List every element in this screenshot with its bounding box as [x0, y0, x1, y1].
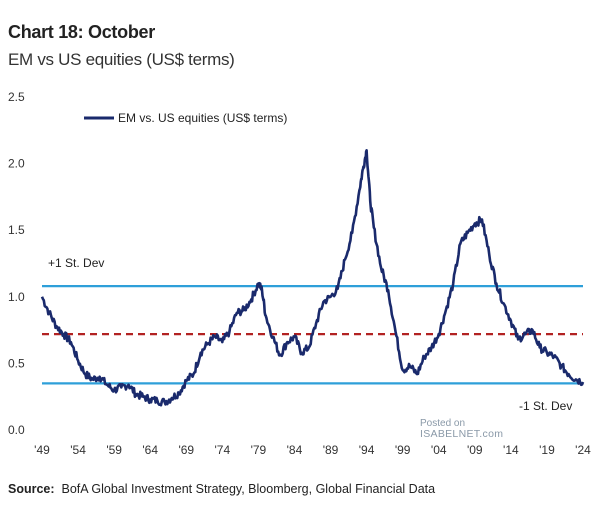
x-tick-label: '84 — [287, 443, 303, 457]
y-tick-label: 0.5 — [8, 356, 25, 370]
upper-band-label: +1 St. Dev — [48, 256, 104, 270]
legend-label: EM vs. US equities (US$ terms) — [118, 111, 287, 125]
y-tick-label: 1.5 — [8, 223, 25, 237]
chart-title: Chart 18: October — [8, 22, 155, 42]
watermark-line1: Posted on — [420, 418, 466, 429]
y-tick-label: 2.0 — [8, 157, 25, 171]
x-tick-label: '79 — [251, 443, 267, 457]
x-tick-label: '54 — [70, 443, 86, 457]
x-tick-label: '99 — [395, 443, 411, 457]
x-tick-label: '74 — [215, 443, 231, 457]
watermark: Posted on ISABELNET.com — [420, 418, 503, 440]
legend: EM vs. US equities (US$ terms) — [84, 111, 287, 125]
annotations: +1 St. Dev -1 St. Dev — [48, 256, 572, 413]
y-tick-label: 1.0 — [8, 290, 25, 304]
y-tick-label: 2.5 — [8, 90, 25, 104]
x-tick-label: '04 — [431, 443, 447, 457]
source-label: Source: — [8, 482, 55, 496]
x-tick-label: '24 — [575, 443, 591, 457]
x-tick-label: '89 — [323, 443, 339, 457]
watermark-line2: ISABELNET.com — [420, 428, 504, 440]
x-tick-label: '14 — [503, 443, 519, 457]
x-axis: '49 '54 '59 '64 '69 '74 '79 '84 '89 '94 '99 '04 '09 '… — [34, 443, 591, 457]
series-line — [40, 149, 585, 407]
source-note: Source: BofA Global Investment Strategy,… — [8, 482, 435, 496]
y-axis: 0.0 0.5 1.0 1.5 2.0 2.5 — [8, 90, 25, 437]
lower-band-label: -1 St. Dev — [519, 399, 572, 413]
x-tick-label: '59 — [106, 443, 122, 457]
x-tick-label: '64 — [142, 443, 158, 457]
chart-subtitle: EM vs US equities (US$ terms) — [8, 50, 235, 69]
source-text: BofA Global Investment Strategy, Bloombe… — [61, 482, 436, 496]
x-tick-label: '19 — [539, 443, 555, 457]
series-group — [40, 149, 585, 407]
x-tick-label: '69 — [178, 443, 194, 457]
x-tick-label: '49 — [34, 443, 50, 457]
x-tick-label: '09 — [467, 443, 483, 457]
x-tick-label: '94 — [359, 443, 375, 457]
y-tick-label: 0.0 — [8, 423, 25, 437]
